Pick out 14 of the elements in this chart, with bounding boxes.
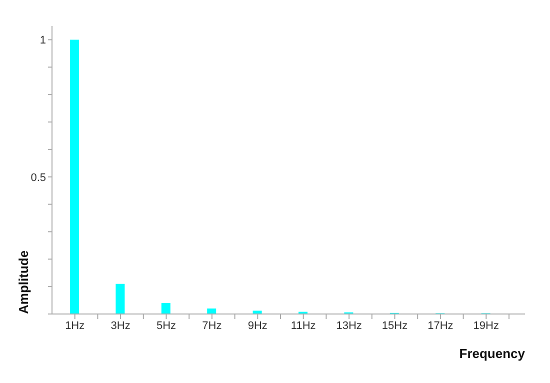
x-tick-label: 3Hz (110, 320, 130, 332)
x-tick-label: 17Hz (428, 320, 454, 332)
x-tick-label: 13Hz (336, 320, 362, 332)
x-tick-label: 7Hz (202, 320, 222, 332)
x-tick-label: 15Hz (382, 320, 408, 332)
x-axis-title: Frequency (459, 346, 525, 361)
y-axis-title: Amplitude (16, 249, 32, 314)
x-tick-label: 19Hz (473, 320, 499, 332)
x-tick-label: 5Hz (156, 320, 176, 332)
y-tick-label: 0.5 (30, 172, 46, 184)
x-tick-label: 11Hz (290, 320, 316, 332)
y-tick-label: 1 (40, 34, 46, 47)
x-tick-label: 9Hz (248, 320, 268, 332)
x-tick-label: 1Hz (65, 320, 85, 332)
